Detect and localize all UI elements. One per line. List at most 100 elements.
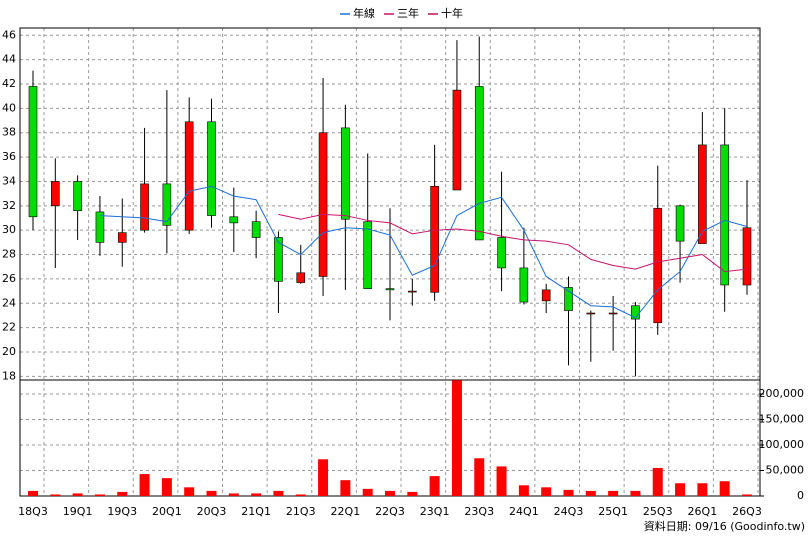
volume-bar xyxy=(585,490,596,496)
y-tick-label: 44 xyxy=(2,53,16,66)
legend-label: 年線 xyxy=(353,6,375,20)
y-tick-label: 18 xyxy=(2,369,16,382)
candle-body xyxy=(28,86,38,218)
y-tick-label: 22 xyxy=(2,321,16,334)
volume-bar xyxy=(496,466,507,496)
volume-bar xyxy=(563,489,574,496)
x-tick-label: 20Q1 xyxy=(152,505,182,518)
candle-body xyxy=(140,183,149,231)
x-tick-label: 20Q3 xyxy=(197,505,227,518)
y-tick-label: 26 xyxy=(2,272,16,285)
candle-body xyxy=(608,312,618,315)
y-tick-label: 30 xyxy=(2,223,16,236)
candle-body xyxy=(430,186,439,293)
candle-body xyxy=(162,183,172,226)
volume-bar xyxy=(28,490,38,496)
volume-bar xyxy=(407,491,418,496)
x-tick-label: 21Q1 xyxy=(241,505,271,518)
line-series xyxy=(278,213,748,273)
volume-bar xyxy=(429,476,440,496)
x-tick-label: 22Q3 xyxy=(375,505,405,518)
y-tick-label: 42 xyxy=(2,77,16,90)
volume-bar xyxy=(117,491,128,496)
candle-body xyxy=(720,144,729,286)
x-tick-label: 19Q1 xyxy=(63,505,93,518)
candle-body xyxy=(519,267,529,303)
candle-body xyxy=(318,132,328,277)
candle-body xyxy=(207,121,216,216)
x-tick-label: 25Q3 xyxy=(643,505,673,518)
candle-body xyxy=(564,287,573,311)
candle-body xyxy=(73,181,82,211)
candle-body xyxy=(184,121,194,231)
y-tick-label: 36 xyxy=(2,150,16,163)
y-tick-label: 38 xyxy=(2,126,16,139)
candle-body xyxy=(117,232,127,243)
y-tick-label: 28 xyxy=(2,248,16,261)
x-tick-label: 23Q3 xyxy=(464,505,494,518)
y2-tick-label: 0 xyxy=(797,489,804,502)
volume-bar xyxy=(273,490,284,496)
volume-bar xyxy=(94,494,105,496)
y2-tick-label: 150,000 xyxy=(759,413,805,426)
y-tick-label: 46 xyxy=(2,28,16,41)
candle-body xyxy=(51,181,60,207)
volume-bar xyxy=(697,483,708,496)
source-note: 資料日期: 09/16 (Goodinfo.tw) xyxy=(644,519,805,533)
volume-bar xyxy=(608,490,619,496)
candle-body xyxy=(251,221,261,238)
x-tick-label: 18Q3 xyxy=(18,505,48,518)
candle-body xyxy=(698,144,707,244)
y-tick-label: 40 xyxy=(2,101,16,114)
volume-bar xyxy=(451,380,462,496)
candle-body xyxy=(274,237,283,282)
candle-body xyxy=(541,289,551,302)
volume-bar xyxy=(385,490,395,496)
x-tick-label: 25Q1 xyxy=(598,505,628,518)
x-tick-label: 21Q3 xyxy=(286,505,316,518)
volume-bar xyxy=(652,467,663,496)
candle-body xyxy=(653,207,663,324)
line-series xyxy=(99,185,748,319)
candle-body xyxy=(497,237,506,269)
volume-bar xyxy=(362,488,373,496)
x-tick-label: 26Q1 xyxy=(688,505,718,518)
candle-body xyxy=(586,312,596,315)
volume-bar xyxy=(184,487,195,496)
volume-bar xyxy=(318,459,329,496)
y2-tick-label: 100,000 xyxy=(759,438,805,451)
x-tick-label: 26Q3 xyxy=(732,505,762,518)
volume-bar xyxy=(206,490,217,496)
y-tick-label: 32 xyxy=(2,199,16,212)
candle-body xyxy=(363,221,372,289)
candle-body xyxy=(675,205,685,242)
candle-body xyxy=(385,288,395,291)
candle-body xyxy=(452,89,462,191)
volume-bar xyxy=(340,480,351,496)
y-tick-label: 24 xyxy=(2,296,16,309)
legend-label: 十年 xyxy=(441,6,463,20)
volume-bar xyxy=(139,474,150,496)
candle-body xyxy=(95,211,105,243)
volume-bar xyxy=(474,458,485,496)
volume-bar xyxy=(518,485,529,496)
volume-bar xyxy=(228,493,239,496)
x-tick-label: 22Q1 xyxy=(331,505,361,518)
y-tick-label: 34 xyxy=(2,174,16,187)
candle-body xyxy=(474,86,484,241)
volume-bar xyxy=(630,490,641,496)
volume-bar xyxy=(50,494,61,496)
candle-body xyxy=(229,216,239,224)
volume-bar xyxy=(675,483,686,496)
candle-body xyxy=(296,272,306,283)
x-tick-label: 23Q1 xyxy=(420,505,450,518)
x-tick-label: 24Q1 xyxy=(509,505,539,518)
candle-body xyxy=(742,227,752,286)
y2-tick-label: 200,000 xyxy=(759,387,805,400)
volume-bar xyxy=(295,494,306,496)
volume-bar xyxy=(541,487,552,496)
volume-bar xyxy=(251,493,262,496)
volume-bar xyxy=(161,478,172,496)
